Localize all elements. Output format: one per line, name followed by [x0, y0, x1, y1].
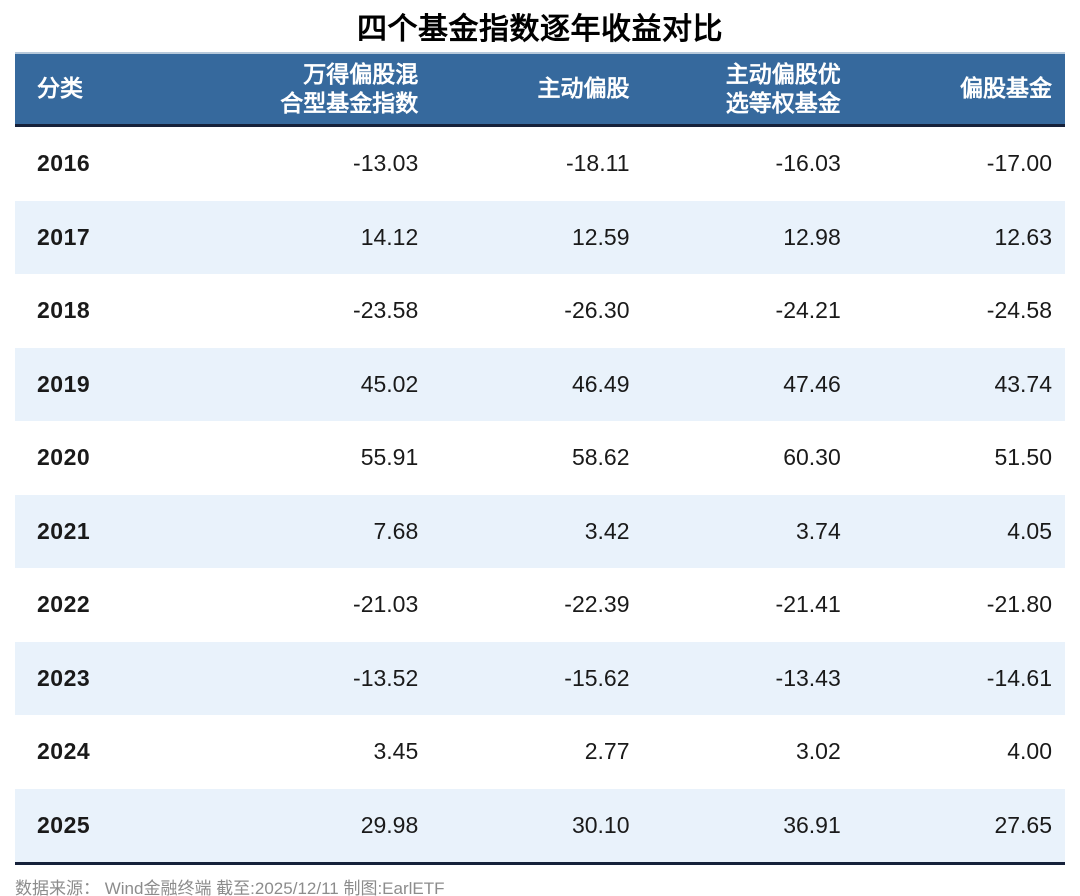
value-cell: -21.80	[986, 591, 1052, 618]
value-cell: -21.41	[775, 591, 841, 618]
year-cell: 2016	[37, 150, 91, 177]
year-cell: 2019	[37, 370, 91, 397]
column-header-wind-hybrid-equity-index: 万得偏股混合型基金指数	[220, 52, 432, 127]
column-header-equity-fund: 偏股基金	[853, 52, 1065, 127]
value-cell: 3.02	[795, 738, 841, 765]
table-row-2020: 2020 55.91 58.62 60.30 51.50	[15, 421, 1065, 495]
value-cell: 4.00	[1007, 738, 1052, 765]
value-cell: -17.00	[986, 150, 1052, 177]
returns-table: 分类 万得偏股混合型基金指数 主动偏股 主动偏股优选等权基金 偏股基金 2016…	[15, 52, 1065, 865]
value-cell: 12.98	[783, 223, 841, 250]
value-cell: 2.77	[584, 738, 630, 765]
table-row-2025: 2025 29.98 30.10 36.91 27.65	[15, 788, 1065, 865]
value-cell: 36.91	[642, 788, 854, 865]
table-row-2022: 2022 -21.03 -22.39 -21.41 -21.80	[15, 568, 1065, 642]
value-cell: 30.10	[431, 788, 643, 865]
source-note: 数据来源： Wind金融终端 截至:2025/12/11 制图:EarlETF	[15, 879, 445, 896]
value-cell: -23.58	[353, 297, 419, 324]
table-body: 2016 -13.03 -18.11 -16.03 -17.00 2017 14…	[15, 126, 1065, 865]
value-cell: 3.45	[373, 738, 419, 765]
header-line: 万得偏股混	[303, 60, 419, 87]
value-cell: -13.03	[353, 150, 419, 177]
value-cell: 46.49	[571, 370, 630, 397]
value-cell: 55.91	[360, 444, 419, 471]
value-cell: 14.12	[360, 223, 419, 250]
year-cell: 2021	[37, 517, 91, 544]
value-cell: 29.98	[220, 788, 432, 865]
value-cell: -13.52	[353, 664, 419, 691]
header-row: 分类 万得偏股混合型基金指数 主动偏股 主动偏股优选等权基金 偏股基金	[15, 52, 1065, 127]
table-row-2017: 2017 14.12 12.59 12.98 12.63	[15, 200, 1065, 274]
year-cell: 2018	[37, 297, 91, 324]
value-cell: 58.62	[571, 444, 630, 471]
table-row-2024: 2024 3.45 2.77 3.02 4.00	[15, 715, 1065, 789]
year-cell: 2025	[15, 788, 220, 865]
value-cell: -16.03	[775, 150, 841, 177]
header-line: 合型基金指数	[280, 90, 419, 116]
column-header-active-equity: 主动偏股	[431, 52, 643, 127]
value-cell: 45.02	[360, 370, 419, 397]
year-cell: 2024	[37, 738, 91, 765]
value-cell: 4.05	[1007, 517, 1052, 544]
value-cell: 60.30	[783, 444, 841, 471]
table-row-2018: 2018 -23.58 -26.30 -24.21 -24.58	[15, 274, 1065, 348]
value-cell: -13.43	[775, 664, 841, 691]
table-row-2021: 2021 7.68 3.42 3.74 4.05	[15, 494, 1065, 568]
value-cell: -15.62	[564, 664, 630, 691]
value-cell: 51.50	[994, 444, 1052, 471]
value-cell: -21.03	[353, 591, 419, 618]
value-cell: -14.61	[986, 664, 1052, 691]
table-row-2019: 2019 45.02 46.49 47.46 43.74	[15, 347, 1065, 421]
table-row-2016: 2016 -13.03 -18.11 -16.03 -17.00	[15, 126, 1065, 201]
value-cell: 43.74	[994, 370, 1052, 397]
year-cell: 2017	[37, 223, 91, 250]
value-cell: 12.59	[571, 223, 630, 250]
page-title: 四个基金指数逐年收益对比	[357, 13, 723, 46]
header-line: 选等权基金	[725, 90, 841, 116]
table-header: 分类 万得偏股混合型基金指数 主动偏股 主动偏股优选等权基金 偏股基金	[15, 52, 1065, 127]
column-header-active-equity-select-equal-weight: 主动偏股优选等权基金	[642, 52, 854, 127]
year-cell: 2023	[37, 664, 91, 691]
year-cell: 2022	[37, 591, 91, 618]
value-cell: -26.30	[564, 297, 630, 324]
value-cell: -24.58	[986, 297, 1052, 324]
value-cell: -22.39	[564, 591, 630, 618]
value-cell: -18.11	[565, 150, 630, 177]
value-cell: 27.65	[853, 788, 1065, 865]
column-header-category: 分类	[15, 52, 220, 127]
year-cell: 2020	[37, 444, 91, 471]
value-cell: 7.68	[373, 517, 419, 544]
value-cell: 47.46	[783, 370, 841, 397]
header-line: 主动偏股优	[725, 60, 841, 87]
value-cell: 3.74	[795, 517, 841, 544]
table-row-2023: 2023 -13.52 -15.62 -13.43 -14.61	[15, 641, 1065, 715]
value-cell: 3.42	[584, 517, 630, 544]
value-cell: -24.21	[775, 297, 841, 324]
value-cell: 12.63	[994, 223, 1052, 250]
